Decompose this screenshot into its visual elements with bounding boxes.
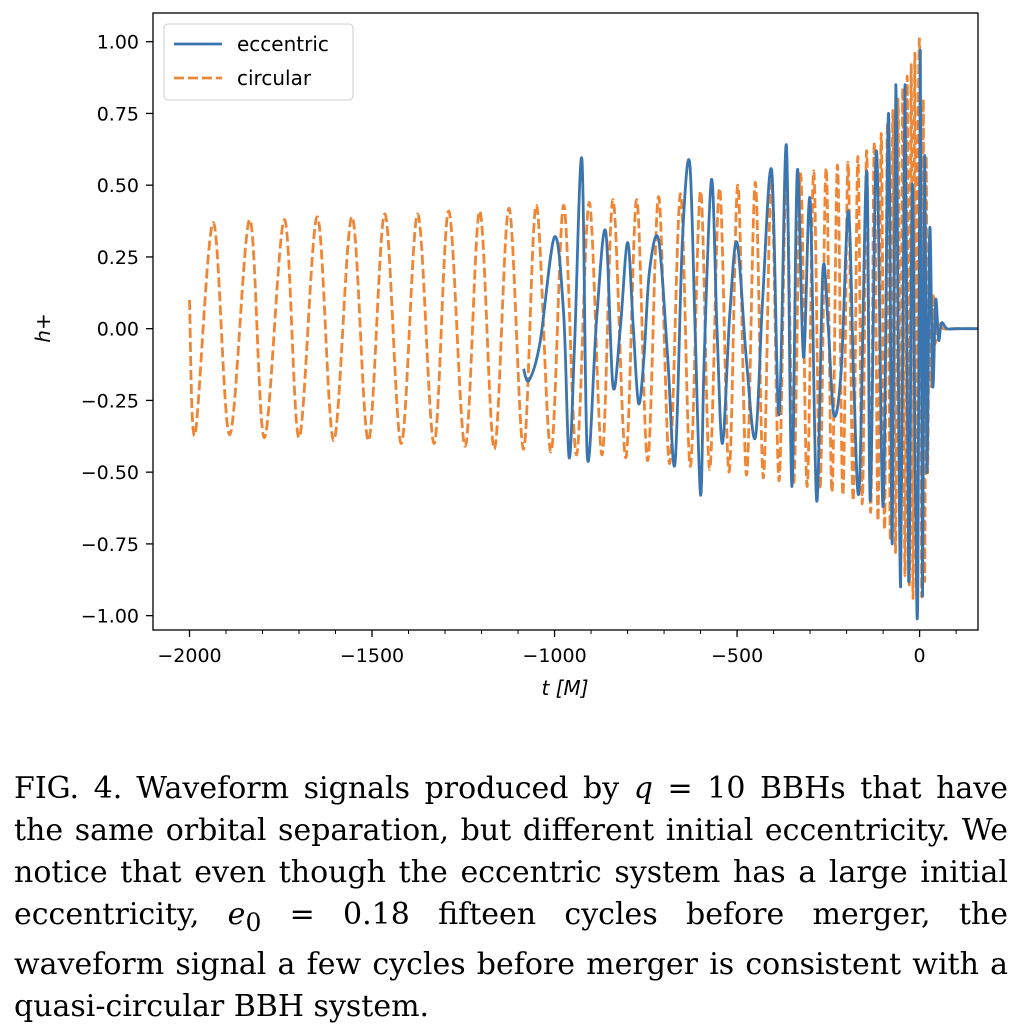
x-tick-label: −500 <box>711 645 763 667</box>
legend-label-eccentric: eccentric <box>237 32 329 56</box>
series-line-eccentric <box>522 48 978 620</box>
x-tick-label: −1000 <box>522 645 586 667</box>
y-tick-label: −1.00 <box>81 606 139 628</box>
x-tick-label: −1500 <box>340 645 404 667</box>
caption-text-3: = 0.18 fifteen cycles before merger, the… <box>14 897 1008 1024</box>
x-axis-ticks: −2000 −1500 −1000 −500 0 <box>157 630 957 667</box>
caption-e-symbol: e <box>227 897 246 932</box>
legend-label-circular: circular <box>237 66 312 90</box>
waveform-chart: −2000 −1500 −1000 −500 0 1.00 0.75 0.50 0.25 0.0… <box>31 12 979 700</box>
figure-caption: FIG. 4. Waveform signals produced by q = … <box>14 768 1008 1028</box>
y-tick-label: −0.25 <box>81 390 139 412</box>
y-tick-label: 0.25 <box>97 247 139 269</box>
y-tick-label: 0.00 <box>97 319 139 341</box>
series-layer <box>188 37 978 620</box>
caption-label: FIG. 4. <box>14 771 123 806</box>
x-tick-label: 0 <box>914 645 926 667</box>
y-tick-label: 0.75 <box>97 103 139 125</box>
caption-q-symbol: q <box>633 771 653 806</box>
x-axis-label: t [M] <box>541 676 588 700</box>
x-tick-label: −2000 <box>157 645 221 667</box>
caption-text-2: = 10 BBHs that have the same orbital sep… <box>14 771 1008 932</box>
y-tick-label: −0.75 <box>81 534 139 556</box>
y-axis-ticks: 1.00 0.75 0.50 0.25 0.00 −0.25 −0.50 −0.75 −1.00 <box>81 32 153 628</box>
legend: eccentric circular <box>163 23 354 101</box>
caption-e-subscript: 0 <box>245 908 262 937</box>
y-tick-label: 0.50 <box>97 175 139 197</box>
y-axis-label: h+ <box>31 313 55 342</box>
caption-text-1: Waveform signals produced by <box>136 771 634 806</box>
y-tick-label: 1.00 <box>97 32 139 54</box>
y-tick-label: −0.50 <box>81 462 139 484</box>
plot-frame <box>152 12 979 631</box>
